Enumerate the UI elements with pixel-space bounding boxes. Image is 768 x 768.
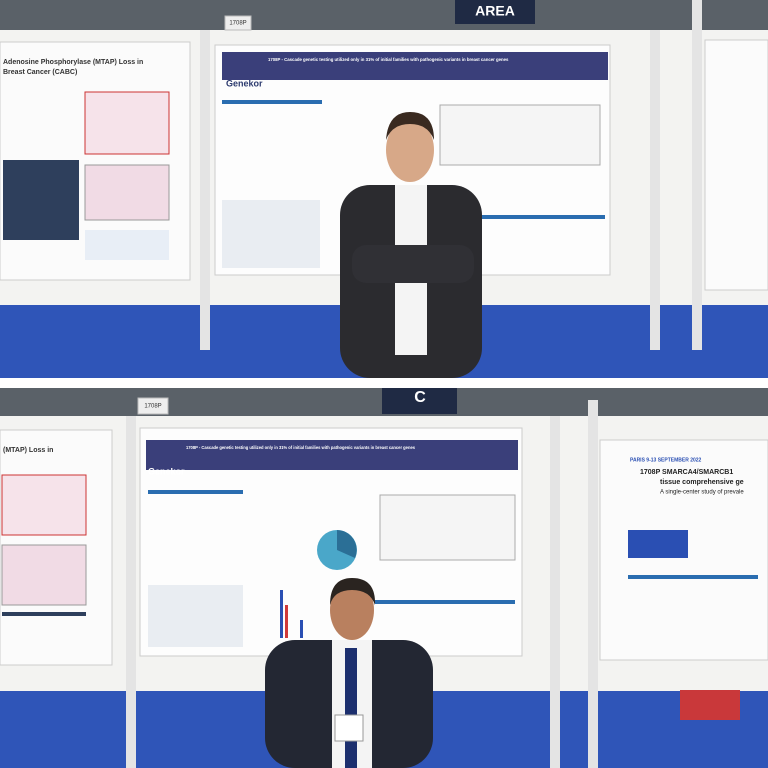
poster-header xyxy=(146,440,518,470)
person-head xyxy=(386,118,434,182)
booth-tag xyxy=(224,15,252,31)
person-hair xyxy=(386,112,434,140)
visitor-skirt xyxy=(680,690,740,720)
booth-tag xyxy=(137,397,169,415)
pedigree xyxy=(379,494,516,561)
person-hair xyxy=(330,578,376,605)
person-tie xyxy=(345,648,357,768)
person-head xyxy=(330,580,374,640)
lanyard-badge xyxy=(334,714,364,742)
poster-bar xyxy=(280,590,283,638)
poster-bar xyxy=(285,605,288,638)
panel-post xyxy=(550,416,560,768)
top-photo: AREA 1708P Adenosine Phosphorylase (MTAP… xyxy=(0,0,768,378)
poster-section-bar xyxy=(430,215,605,219)
area-sign-text: AREA xyxy=(475,3,515,19)
right-poster xyxy=(704,39,768,291)
poster-logo: Genekor xyxy=(148,466,185,476)
poster-section-bar xyxy=(2,612,86,616)
poster-section-bar xyxy=(628,575,758,579)
poster-logo: Genekor xyxy=(226,78,263,88)
bottom-photo: C 1708P (MTAP) Loss in Genekor 1708P - C… xyxy=(0,388,768,768)
right-poster-subtitle: A single-center study of prevale xyxy=(660,490,744,496)
left-poster-title: (MTAP) Loss in xyxy=(3,447,53,454)
poster-title: 1708P - Cascade genetic testing utilized… xyxy=(268,57,509,62)
poster-header xyxy=(222,52,608,80)
area-sign xyxy=(455,0,535,24)
left-poster-title: Adenosine Phosphorylase (MTAP) Loss in xyxy=(3,59,143,66)
poster-figure xyxy=(1,474,87,536)
booth-number: 1708P xyxy=(229,21,246,27)
panel-post xyxy=(692,0,702,350)
right-poster-event: PARIS 9-13 SEPTEMBER 2022 xyxy=(630,457,702,463)
panel-post xyxy=(200,30,210,350)
panel-post xyxy=(650,30,660,350)
pedigree xyxy=(439,104,601,166)
poster-title: 1708P - Cascade genetic testing utilized… xyxy=(186,445,416,450)
poster-bar xyxy=(300,620,303,638)
crossed-arms xyxy=(352,245,474,283)
poster-section-bar xyxy=(375,600,515,604)
right-poster-subtitle: tissue comprehensive ge xyxy=(660,479,744,486)
panel-post xyxy=(126,416,136,768)
poster-text-block xyxy=(85,230,169,260)
poster-table xyxy=(3,160,79,240)
poster-figure xyxy=(84,164,170,221)
pie-slice xyxy=(337,530,357,558)
poster-figure xyxy=(628,530,688,558)
area-sign xyxy=(382,388,457,414)
area-sign-text: C xyxy=(414,389,426,406)
booth-number: 1708P xyxy=(144,404,161,410)
poster-table xyxy=(148,585,243,647)
right-poster-title: 1708P SMARCA4/SMARCB1 xyxy=(640,469,733,476)
panel-post xyxy=(588,400,598,768)
poster-table xyxy=(222,200,320,268)
poster-section-bar xyxy=(148,490,243,494)
ceiling-structure xyxy=(0,0,768,30)
poster-section-bar xyxy=(222,100,322,104)
left-poster-subtitle: Breast Cancer (CABC) xyxy=(3,69,77,76)
poster-figure xyxy=(84,91,170,155)
poster-figure xyxy=(1,544,87,606)
